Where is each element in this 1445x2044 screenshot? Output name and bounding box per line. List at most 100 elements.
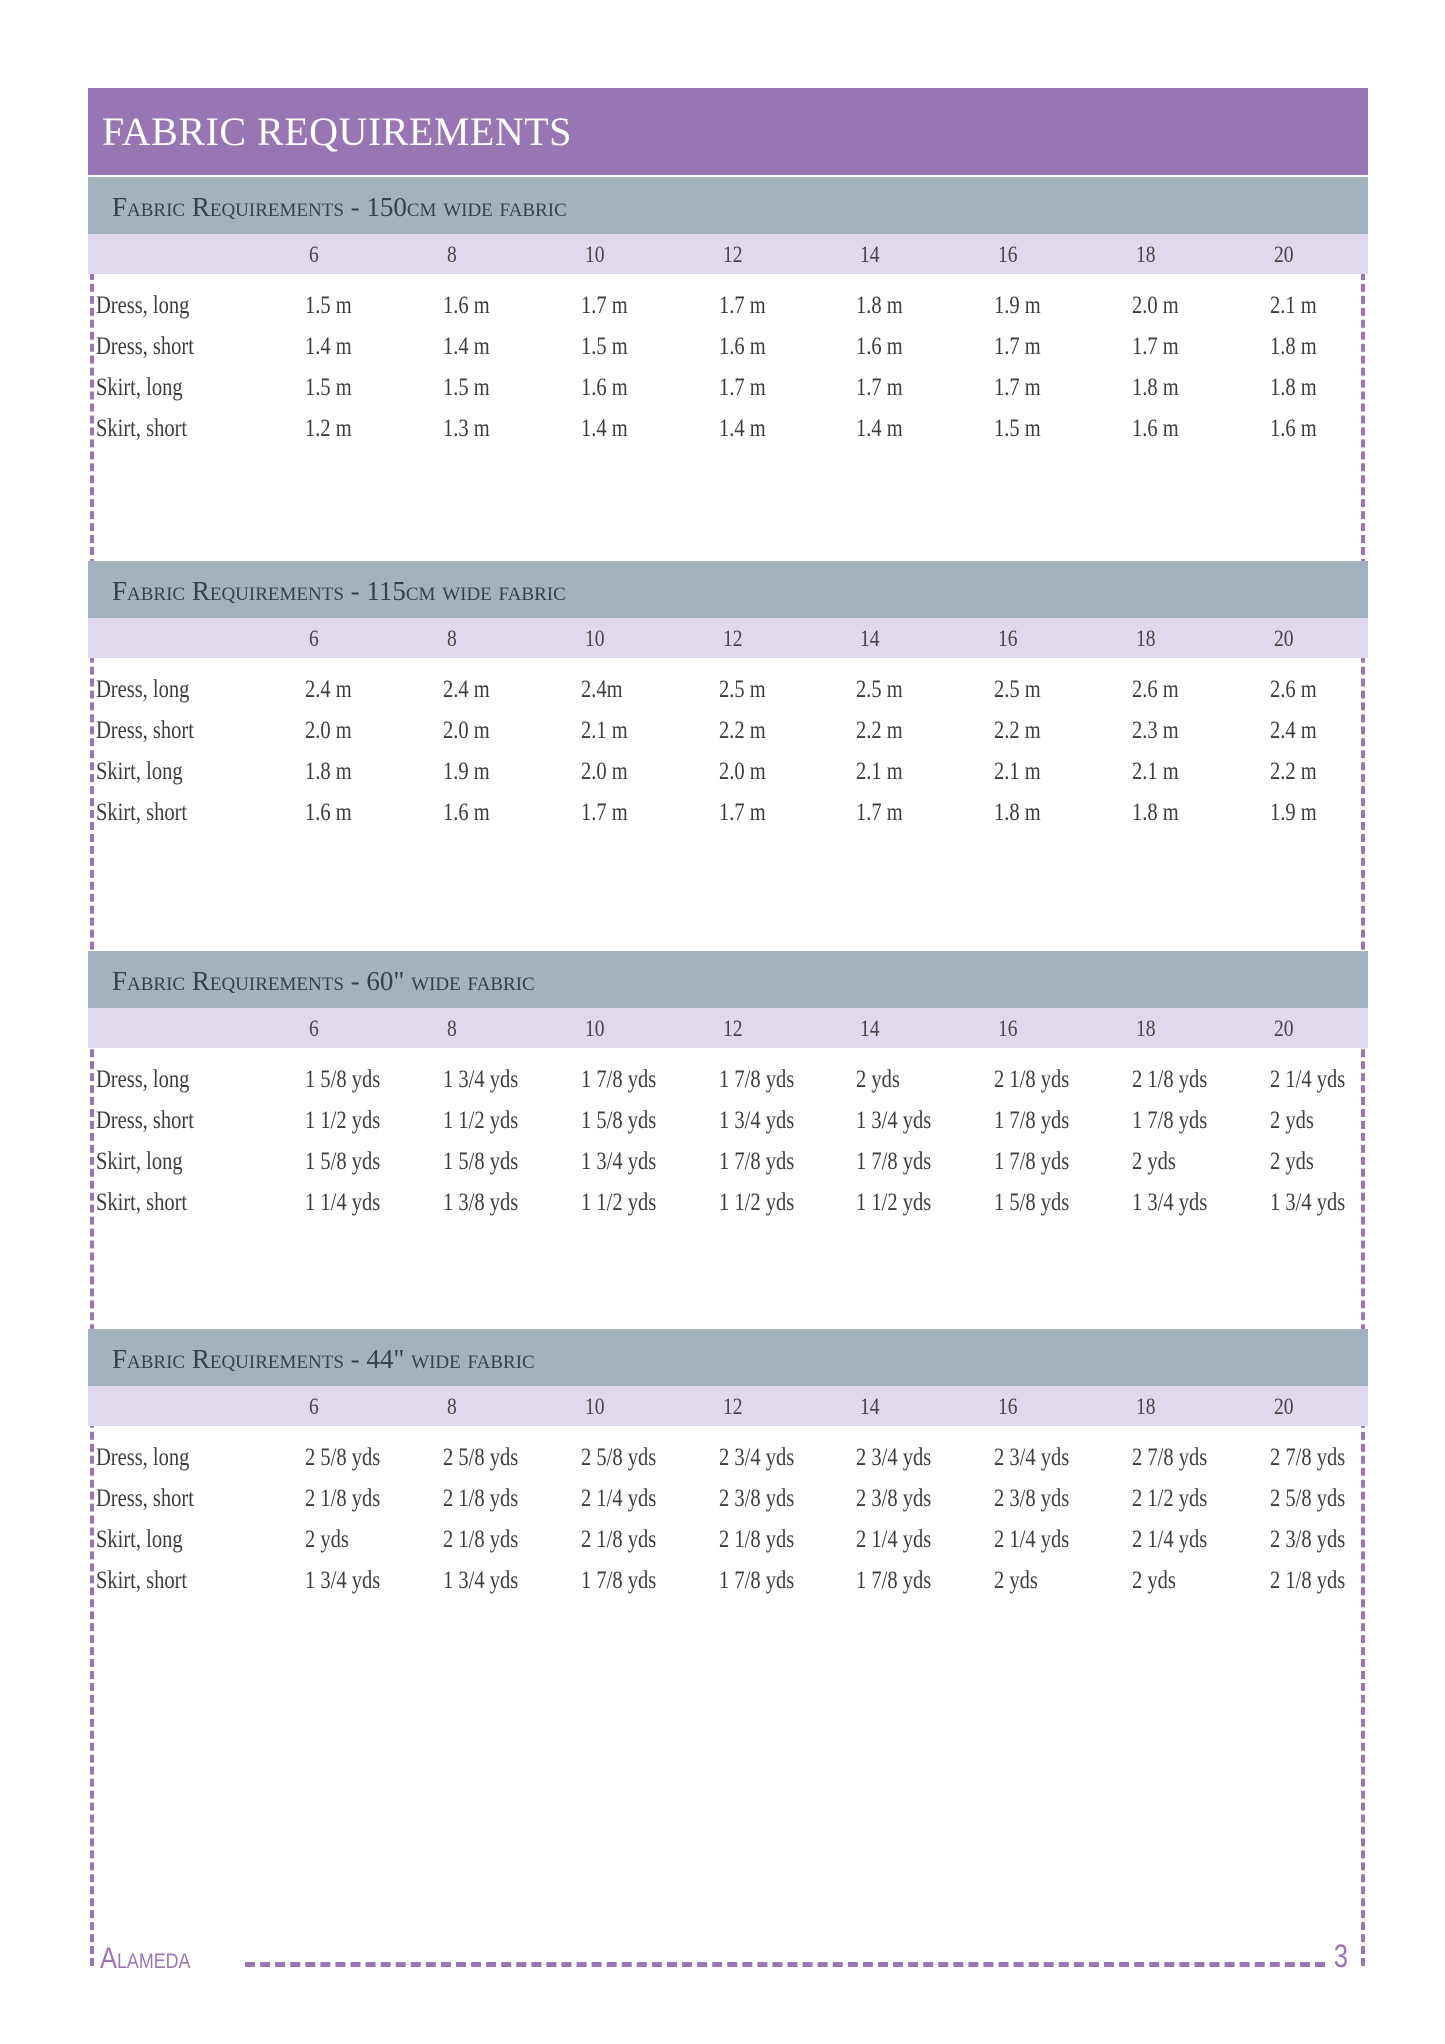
fabric-amount: 1 5/8 yds xyxy=(443,1148,519,1175)
fabric-amount: 1 3/4 yds xyxy=(305,1567,381,1594)
table-row: Dress, short 1.4 m 1.4 m 1.5 m 1.6 m 1.6 m 1.7… xyxy=(88,323,1368,364)
garment-label: Skirt, long xyxy=(96,374,183,401)
section-title: Fabric Requirements - 60" wide fabric xyxy=(88,951,1368,1008)
fabric-amount: 2.0 m xyxy=(305,717,352,744)
size-header: 10 xyxy=(585,1016,605,1041)
size-header: 16 xyxy=(998,626,1018,651)
table-row: Dress, short 2 1/8 yds 2 1/8 yds 2 1/4 yds 2… xyxy=(88,1475,1368,1516)
fabric-amount: 1.8 m xyxy=(1270,374,1317,401)
table-row: Dress, long 1 5/8 yds 1 3/4 yds 1 7/8 yds 1 … xyxy=(88,1056,1368,1097)
fabric-amount: 2.4 m xyxy=(443,676,490,703)
fabric-amount: 1.6 m xyxy=(1132,415,1179,442)
size-header: 12 xyxy=(723,1016,743,1041)
fabric-table: Fabric Requirements - 150cm wide fabric 6… xyxy=(88,177,1368,446)
section-title: Fabric Requirements - 44" wide fabric xyxy=(88,1329,1368,1386)
fabric-amount: 1.6 m xyxy=(719,333,766,360)
size-header: 16 xyxy=(998,1394,1018,1419)
fabric-amount: 1 7/8 yds xyxy=(994,1148,1070,1175)
fabric-amount: 1.5 m xyxy=(581,333,628,360)
fabric-amount: 2 yds xyxy=(1270,1148,1314,1175)
fabric-amount: 1.8 m xyxy=(1132,374,1179,401)
garment-label: Skirt, long xyxy=(96,1526,183,1553)
fabric-amount: 2 1/8 yds xyxy=(581,1526,657,1553)
size-header: 10 xyxy=(585,242,605,267)
size-header: 18 xyxy=(1136,626,1156,651)
page-number: 3 xyxy=(1333,1938,1349,1974)
fabric-amount: 1.7 m xyxy=(856,799,903,826)
fabric-amount: 1 5/8 yds xyxy=(994,1189,1070,1216)
fabric-amount: 2 yds xyxy=(1270,1107,1314,1134)
fabric-amount: 1 3/4 yds xyxy=(443,1567,519,1594)
fabric-amount: 2.1 m xyxy=(1132,758,1179,785)
table-row: Skirt, long 1.5 m 1.5 m 1.6 m 1.7 m 1.7 m 1.7 … xyxy=(88,364,1368,405)
garment-label: Dress, long xyxy=(96,676,190,703)
table-row: Skirt, long 1.8 m 1.9 m 2.0 m 2.0 m 2.1 m 2.1 … xyxy=(88,748,1368,789)
fabric-amount: 2 1/8 yds xyxy=(719,1526,795,1553)
fabric-amount: 1 1/2 yds xyxy=(443,1107,519,1134)
fabric-amount: 1.4 m xyxy=(856,415,903,442)
fabric-amount: 2 7/8 yds xyxy=(1132,1444,1208,1471)
fabric-amount: 1.6 m xyxy=(443,799,490,826)
fabric-amount: 2.3 m xyxy=(1132,717,1179,744)
fabric-amount: 1.8 m xyxy=(856,292,903,319)
size-header-row: 6 8 10 12 14 16 18 20 xyxy=(88,1386,1368,1426)
fabric-amount: 1 5/8 yds xyxy=(305,1148,381,1175)
fabric-amount: 1.8 m xyxy=(1132,799,1179,826)
table-row: Dress, short 1 1/2 yds 1 1/2 yds 1 5/8 yds 1… xyxy=(88,1097,1368,1138)
garment-label: Dress, short xyxy=(96,717,194,744)
fabric-amount: 2 1/4 yds xyxy=(1132,1526,1208,1553)
fabric-amount: 2 3/4 yds xyxy=(856,1444,932,1471)
fabric-amount: 2.5 m xyxy=(994,676,1041,703)
fabric-amount: 1.6 m xyxy=(856,333,903,360)
size-header: 14 xyxy=(860,626,880,651)
fabric-amount: 1 1/4 yds xyxy=(305,1189,381,1216)
garment-label: Dress, long xyxy=(96,292,190,319)
garment-label: Skirt, long xyxy=(96,1148,183,1175)
garment-label: Dress, short xyxy=(96,1485,194,1512)
garment-label: Dress, long xyxy=(96,1444,190,1471)
fabric-amount: 1 7/8 yds xyxy=(994,1107,1070,1134)
size-header: 10 xyxy=(585,1394,605,1419)
size-header: 20 xyxy=(1274,242,1294,267)
fabric-amount: 1 7/8 yds xyxy=(581,1567,657,1594)
section-title: Fabric Requirements - 115cm wide fabric xyxy=(88,561,1368,618)
garment-label: Skirt, short xyxy=(96,1189,188,1216)
footer-brand: Alameda xyxy=(100,1942,196,1976)
fabric-amount: 1 3/4 yds xyxy=(1270,1189,1346,1216)
fabric-amount: 2 1/2 yds xyxy=(1132,1485,1208,1512)
fabric-amount: 2 1/8 yds xyxy=(443,1485,519,1512)
garment-label: Skirt, short xyxy=(96,415,188,442)
fabric-table: Fabric Requirements - 60" wide fabric 6 8 1… xyxy=(88,951,1368,1220)
footer-dashed-line xyxy=(245,1962,1325,1967)
fabric-amount: 2.4 m xyxy=(305,676,352,703)
garment-label: Skirt, short xyxy=(96,1567,188,1594)
fabric-amount: 1 1/2 yds xyxy=(581,1189,657,1216)
fabric-amount: 1.9 m xyxy=(994,292,1041,319)
fabric-amount: 1 3/4 yds xyxy=(443,1066,519,1093)
table-row: Dress, long 1.5 m 1.6 m 1.7 m 1.7 m 1.8 m 1.9 … xyxy=(88,282,1368,323)
fabric-amount: 1.7 m xyxy=(581,292,628,319)
fabric-amount: 2.2 m xyxy=(1270,758,1317,785)
fabric-amount: 2 3/8 yds xyxy=(994,1485,1070,1512)
garment-label: Dress, short xyxy=(96,1107,194,1134)
fabric-table: Fabric Requirements - 115cm wide fabric 6… xyxy=(88,561,1368,830)
fabric-amount: 2.6 m xyxy=(1132,676,1179,703)
fabric-amount: 1 5/8 yds xyxy=(305,1066,381,1093)
table-row: Skirt, short 1.6 m 1.6 m 1.7 m 1.7 m 1.7 m 1.8… xyxy=(88,789,1368,830)
fabric-amount: 1 3/4 yds xyxy=(1132,1189,1208,1216)
fabric-amount: 2 3/4 yds xyxy=(719,1444,795,1471)
fabric-amount: 2 1/8 yds xyxy=(994,1066,1070,1093)
size-header: 6 xyxy=(309,626,319,651)
table-row: Skirt, short 1 1/4 yds 1 3/8 yds 1 1/2 yds 1… xyxy=(88,1179,1368,1220)
size-header: 8 xyxy=(447,626,457,651)
fabric-amount: 1 5/8 yds xyxy=(581,1107,657,1134)
garment-label: Dress, long xyxy=(96,1066,190,1093)
size-header: 10 xyxy=(585,626,605,651)
size-header-row: 6 8 10 12 14 16 18 20 xyxy=(88,234,1368,274)
fabric-amount: 1 7/8 yds xyxy=(1132,1107,1208,1134)
size-header: 8 xyxy=(447,1016,457,1041)
fabric-amount: 1.7 m xyxy=(719,374,766,401)
table-row: Dress, long 2.4 m 2.4 m 2.4m 2.5 m 2.5 m 2.5 m… xyxy=(88,666,1368,707)
size-header: 6 xyxy=(309,1394,319,1419)
fabric-amount: 1 7/8 yds xyxy=(581,1066,657,1093)
